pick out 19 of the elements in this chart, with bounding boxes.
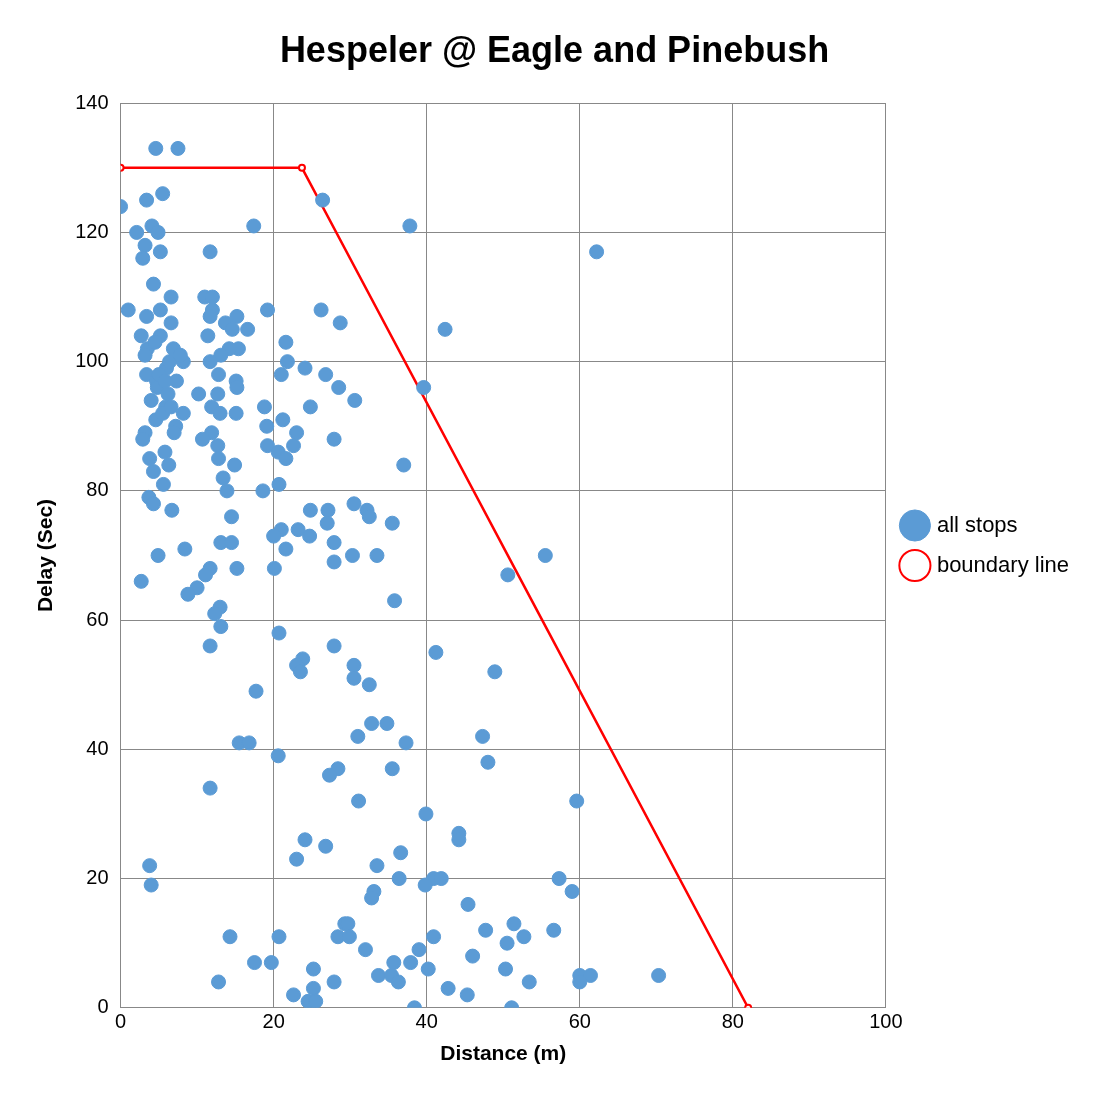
y-tick-label: 60 [86, 607, 109, 630]
x-tick-label: 80 [721, 1010, 744, 1033]
x-tick-label: 100 [869, 1010, 903, 1033]
y-tick-label: 100 [75, 349, 109, 372]
y-tick-label: 120 [75, 219, 109, 242]
y-tick-label: 20 [86, 866, 109, 889]
y-tick-label: 140 [75, 90, 109, 113]
chart-title: Hespeler @ Eagle and Pinebush [279, 28, 830, 70]
x-tick-label: 0 [115, 1010, 127, 1033]
y-axis-title: Delay (Sec) [33, 498, 57, 613]
x-tick-label: 60 [568, 1010, 591, 1033]
y-tick-label: 80 [86, 478, 109, 501]
x-axis-title: Distance (m) [440, 1041, 567, 1065]
y-tick-label: 40 [86, 736, 109, 759]
x-tick-label: 40 [415, 1010, 438, 1033]
legend-label: boundary line [936, 551, 1070, 577]
y-tick-label: 0 [97, 995, 109, 1018]
legend-label: all stops [936, 511, 1018, 537]
x-tick-label: 20 [262, 1010, 285, 1033]
